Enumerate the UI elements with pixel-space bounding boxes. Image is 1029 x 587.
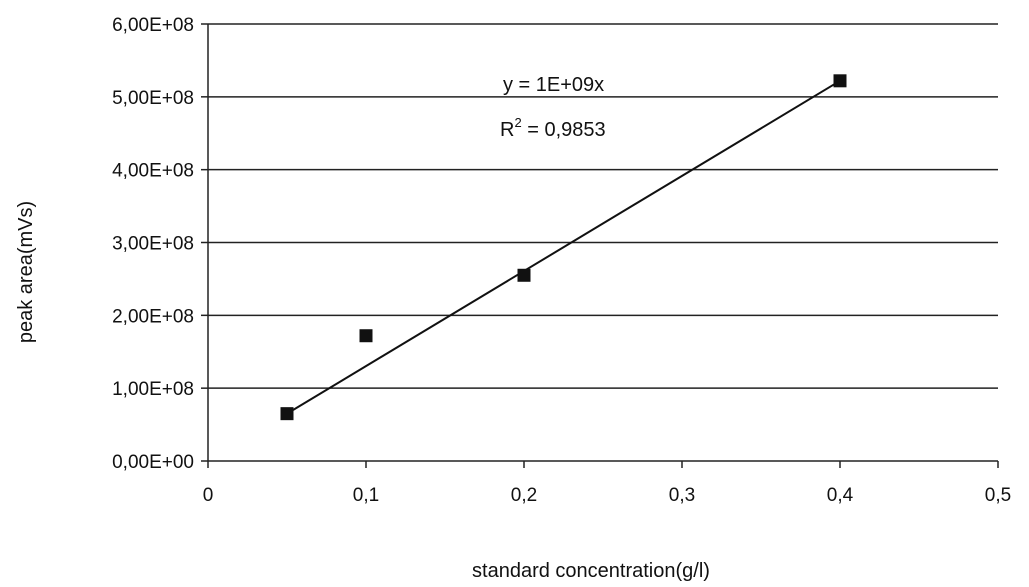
x-tick-label: 0,2 (511, 485, 537, 506)
data-point (833, 74, 847, 88)
y-axis-title: peak area(mVs) (15, 201, 37, 343)
axes (201, 23, 999, 468)
x-tick-label: 0,5 (985, 485, 1011, 506)
x-tick-label: 0 (203, 485, 214, 506)
data-points (280, 74, 847, 421)
y-tick-label: 4,00E+08 (112, 161, 194, 182)
data-point (359, 329, 373, 343)
x-tick-label: 0,3 (669, 485, 695, 506)
y-tick-labels: 0,00E+00 1,00E+08 2,00E+08 3,00E+08 4,00E+08… (112, 15, 194, 473)
y-tick-label: 6,00E+08 (112, 15, 194, 36)
x-tick-label: 0,1 (353, 485, 379, 506)
gridlines (208, 23, 998, 389)
y-tick-label: 1,00E+08 (112, 379, 194, 400)
trendline-equation: y = 1E+09x (503, 74, 604, 96)
y-tick-label: 0,00E+00 (112, 452, 194, 473)
x-tick-label: 0,4 (827, 485, 854, 506)
x-axis-title: standard concentration(g/l) (472, 560, 710, 582)
data-point (517, 268, 531, 282)
y-tick-label: 3,00E+08 (112, 234, 194, 255)
trendline (286, 79, 841, 415)
data-point (280, 407, 294, 421)
r-squared-label: R2 = 0,9853 (500, 115, 606, 141)
y-tick-label: 5,00E+08 (112, 88, 194, 109)
x-tick-labels: 0 0,1 0,2 0,3 0,4 0,5 (203, 485, 1012, 506)
y-tick-label: 2,00E+08 (112, 306, 194, 327)
